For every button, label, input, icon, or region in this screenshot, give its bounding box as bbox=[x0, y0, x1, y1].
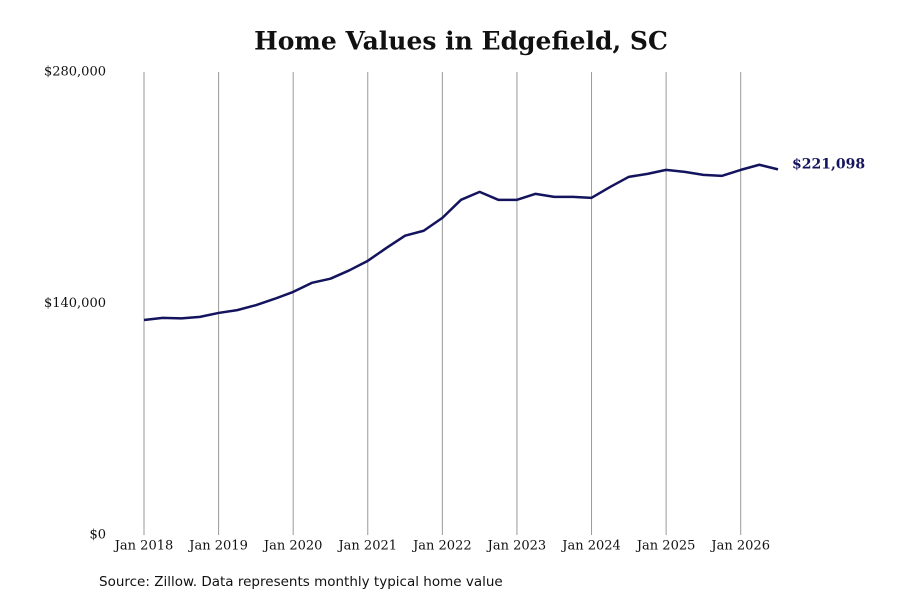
x-tick-label: Jan 2023 bbox=[486, 539, 547, 554]
line bbox=[143, 163, 779, 322]
y-tick-label: $140,000 bbox=[44, 296, 106, 311]
source-note: Source: Zillow. Data represents monthly … bbox=[99, 574, 503, 590]
x-tick-label: Jan 2021 bbox=[336, 539, 397, 554]
y-tick-label: $280,000 bbox=[44, 65, 106, 80]
x-tick-label: Jan 2026 bbox=[709, 539, 770, 554]
y-tick-label: $0 bbox=[89, 528, 106, 543]
x-tick-label: Jan 2025 bbox=[635, 539, 696, 554]
x-tick-label: Jan 2022 bbox=[411, 539, 472, 554]
end-value-label: $221,098 bbox=[792, 156, 865, 172]
x-tick-label: Jan 2018 bbox=[113, 539, 174, 554]
x-tick-label: Jan 2020 bbox=[262, 539, 323, 554]
x-tick-label: Jan 2024 bbox=[560, 539, 621, 554]
chart-title: Home Values in Edgefield, SC bbox=[254, 27, 668, 56]
x-tick-label: Jan 2019 bbox=[187, 539, 248, 554]
